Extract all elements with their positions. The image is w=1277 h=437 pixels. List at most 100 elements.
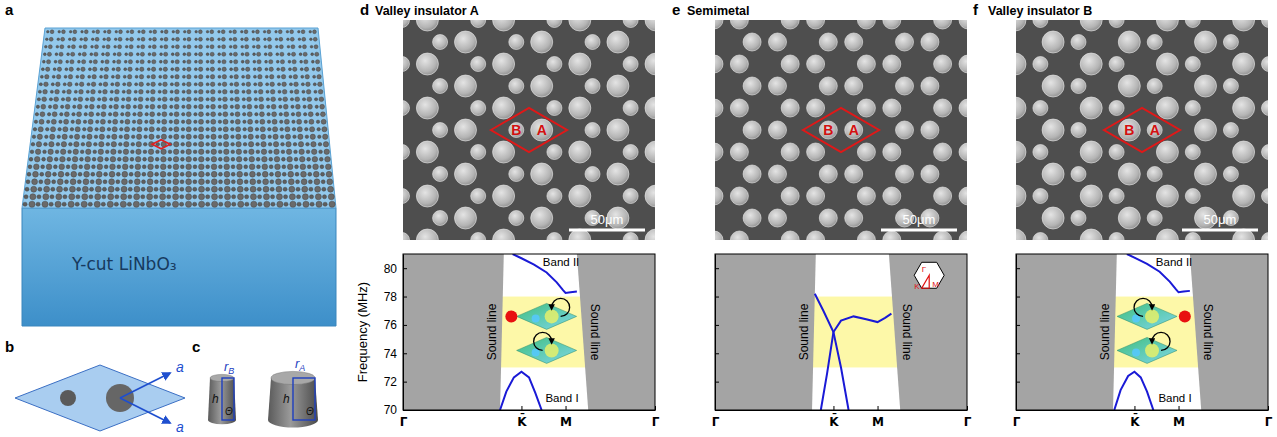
pillar-small [308,172,312,176]
pillar-small [206,187,210,191]
sem-site-b [781,187,799,205]
pillar-large [125,112,130,117]
site-b [60,390,76,406]
pillar-large [327,179,333,185]
sem-site-b [1042,31,1064,53]
sem-site-a [607,31,629,53]
pillar-small [100,75,103,78]
sem-site-b [623,101,638,116]
pillar-large [173,164,179,170]
pillar-large [294,89,299,94]
pillar-large [328,194,334,200]
x-tick-mark [1268,406,1269,410]
pillar-large [263,194,269,200]
pillar-large [30,194,36,200]
sem-site-a [883,99,901,117]
pillar-large [224,156,230,162]
pillar-large [146,201,152,207]
pillar-small [321,172,325,176]
pillar-small [130,157,134,161]
sem-site-b [1080,53,1102,75]
valley-dot [505,310,517,322]
pillar-large [122,164,128,170]
pillar-small [195,30,198,33]
pillar-small [108,113,111,116]
pillar-small [288,68,291,71]
pillar-large [234,67,238,71]
pillar-large [44,186,50,192]
pillar-large [95,186,101,192]
pillar-large [303,201,309,207]
pillar-large [198,82,203,87]
pillar-large [47,52,51,56]
pillar-large [126,97,131,102]
pillar-large [235,119,240,124]
pillar-large [72,37,76,41]
pillar-small [103,180,107,184]
pillar-small [306,142,310,146]
pillar-small [77,68,80,71]
pillar-large [147,186,153,192]
pillar-small [289,75,292,78]
pillar-small [42,157,46,161]
pillar-large [287,164,293,170]
pillar-large [314,45,318,49]
pillar-small [25,187,29,191]
pillar-large [246,82,251,87]
pillar-small [309,195,313,199]
pillar-small [94,142,98,146]
sem-site-b [1195,75,1217,97]
pillar-small [126,30,129,33]
panel-letter: c [192,338,200,355]
pillar-small [181,157,185,161]
pillar-large [164,52,168,56]
sem-site-a [1109,57,1124,72]
pillar-large [235,97,240,102]
pillar-large [138,112,143,117]
pillar-small [131,142,135,146]
y-tick-mark [715,297,719,298]
pillar-small [155,165,159,169]
pillar-large [211,194,217,200]
pillar-large [174,112,179,117]
sem-site-a [921,33,939,51]
pillar-large [96,179,102,185]
pillar-large [162,112,167,117]
pillar-large [246,67,250,71]
sem-site-b [781,99,799,117]
pillar-small [91,45,94,48]
sem-site-a [768,165,786,183]
pillar-large [150,97,155,102]
sem-site-a [1033,57,1048,72]
pillar-small [169,135,173,139]
pillar-large [198,127,203,132]
y-tick-mark [715,268,719,269]
pillar-small [241,53,244,56]
pillar-large [125,119,130,124]
pillar-small [161,30,164,33]
sem-site-b [585,167,600,182]
pillar-large [72,164,78,170]
sem-site-b [857,187,875,205]
sem-site-b [934,143,952,161]
sem-site-a [645,185,655,207]
pillar-small [293,135,297,139]
pillar-small [50,195,54,199]
pillar-small [229,38,232,41]
pillar-large [211,186,217,192]
y-axis-line [403,255,404,411]
sem-site-b [934,231,952,240]
pillar-small [194,68,197,71]
sem-site-a [531,163,553,185]
pillar-small [229,30,232,33]
pillar-small [67,157,71,161]
pillar-small [68,45,71,48]
sem-site-a [416,97,438,119]
band-line [1114,372,1153,410]
sem-site-b [1042,75,1064,97]
pillar-large [135,156,141,162]
sem-site-b [471,145,486,160]
plot-area [715,254,967,410]
mode-cell [517,337,577,363]
pillar-small [110,98,113,101]
